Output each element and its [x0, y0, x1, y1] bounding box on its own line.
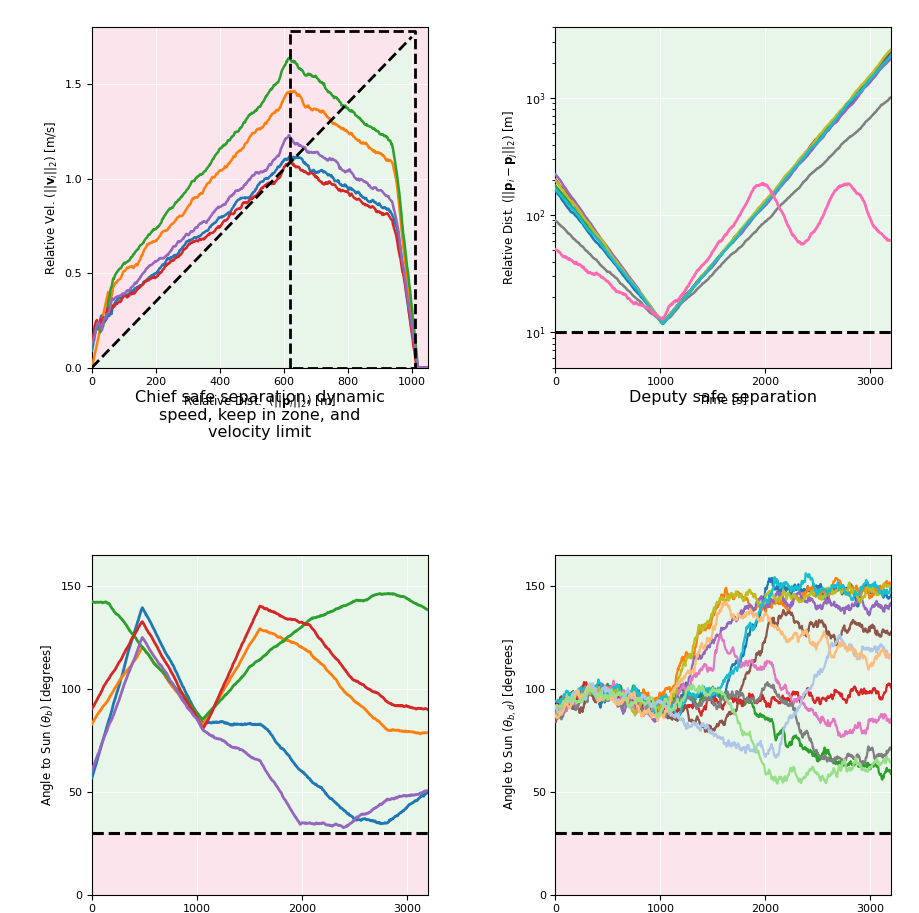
Text: Chief safe separation, dynamic
speed, keep in zone, and
velocity limit: Chief safe separation, dynamic speed, ke… [135, 391, 385, 440]
Bar [92, 833, 428, 895]
X-axis label: Time [s]: Time [s] [699, 393, 747, 405]
Text: Deputy safe separation: Deputy safe separation [630, 391, 818, 405]
Y-axis label: Angle to Sun ($\theta_{b,d}$) [degrees]: Angle to Sun ($\theta_{b,d}$) [degrees] [502, 639, 519, 811]
Y-axis label: Relative Dist. ($||\mathbf{p}_i - \mathbf{p}_j||_2$) [m]: Relative Dist. ($||\mathbf{p}_i - \mathb… [502, 110, 520, 285]
Bar [555, 833, 891, 895]
X-axis label: Relative Dist.  ($||\mathbf{p}_i||_2$) [m]: Relative Dist. ($||\mathbf{p}_i||_2$) [m… [183, 393, 336, 410]
Y-axis label: Relative Vel. ($||\mathbf{v}_i||_2$) [m/s]: Relative Vel. ($||\mathbf{v}_i||_2$) [m/… [43, 121, 59, 275]
Polygon shape [92, 37, 412, 368]
Bar [555, 332, 891, 368]
Y-axis label: Angle to Sun ($\theta_b$) [degrees]: Angle to Sun ($\theta_b$) [degrees] [39, 644, 56, 806]
